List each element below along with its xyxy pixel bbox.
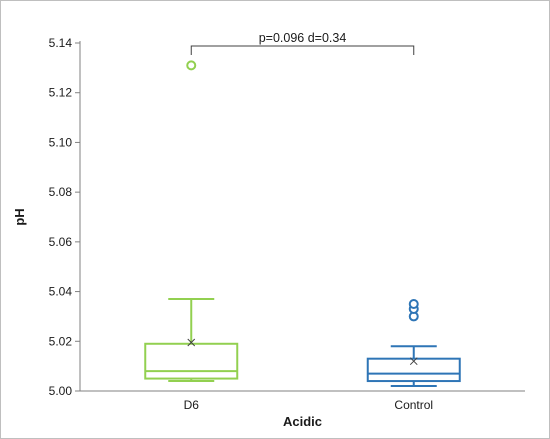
boxes	[144, 60, 461, 388]
y-tick-label: 5.00	[49, 384, 73, 398]
bracket-line	[190, 45, 415, 55]
outlier-point	[186, 60, 197, 71]
y-axis-title: pH	[12, 208, 27, 225]
x-tick-label: D6	[184, 398, 200, 412]
iqr-box	[366, 357, 461, 383]
y-tick-label: 5.06	[49, 235, 73, 249]
mean-marker	[409, 357, 418, 366]
y-tick-label: 5.08	[49, 185, 73, 199]
x-axis-title: Acidic	[283, 414, 322, 429]
y-tick-label: 5.02	[49, 334, 73, 348]
y-tick-label: 5.04	[49, 285, 73, 299]
x-axis: D6 Control	[80, 390, 525, 412]
y-tick-label: 5.10	[49, 135, 73, 149]
box-d6	[144, 60, 239, 383]
y-tick-label: 5.12	[49, 86, 73, 100]
significance-bracket: p=0.096 d=0.34	[190, 31, 415, 55]
y-axis: 5.00 5.02 5.04 5.06 5.08 5.10 5.12 5.14	[49, 36, 81, 398]
significance-label: p=0.096 d=0.34	[259, 31, 347, 45]
iqr-box	[144, 342, 239, 380]
mean-marker	[187, 338, 196, 347]
x-tick-label: Control	[394, 398, 433, 412]
outlier-point	[408, 299, 419, 309]
y-tick-label: 5.14	[49, 36, 73, 50]
box-control	[366, 299, 461, 388]
